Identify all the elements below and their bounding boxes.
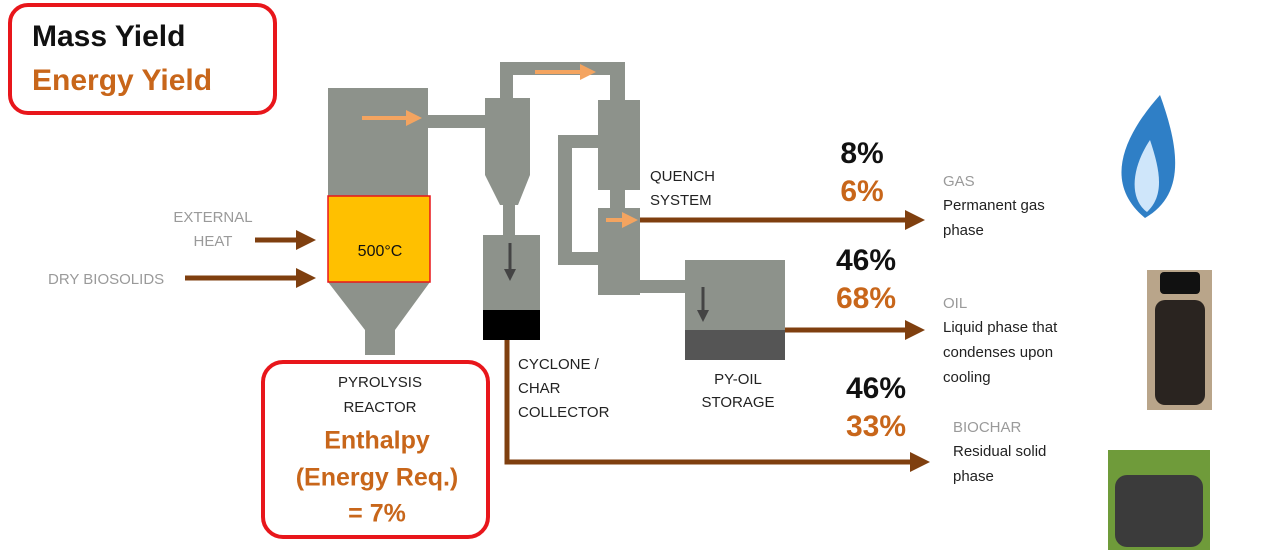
unit-label: PY-OIL bbox=[714, 371, 762, 388]
product-name: GAS bbox=[943, 173, 975, 190]
unit-label: STORAGE bbox=[701, 394, 774, 411]
temperature: 500°C bbox=[358, 243, 403, 260]
reactor-label: PYROLYSIS bbox=[338, 374, 422, 391]
oil-jar-icon bbox=[1147, 270, 1212, 410]
input-label: DRY BIOSOLIDS bbox=[48, 271, 164, 288]
enthalpy: (Energy Req.) bbox=[296, 464, 459, 492]
products: 8% 6% GAS Permanent gas phase 46% 68% OIL Liquid… bbox=[836, 137, 1058, 485]
input-label: EXTERNAL bbox=[173, 209, 252, 226]
legend-energy: Energy Yield bbox=[32, 64, 212, 97]
reactor-label: REACTOR bbox=[343, 399, 416, 416]
product-description: Permanent gas bbox=[943, 197, 1045, 214]
unit-label: COLLECTOR bbox=[518, 404, 610, 421]
reactor-hot-zone bbox=[328, 196, 430, 282]
mass-yield: 46% bbox=[836, 244, 896, 277]
enthalpy: = 7% bbox=[348, 500, 406, 528]
energy-yield: 33% bbox=[846, 410, 906, 443]
energy-yield: 6% bbox=[840, 175, 883, 208]
unit-label: SYSTEM bbox=[650, 192, 712, 209]
enthalpy: Enthalpy bbox=[324, 427, 430, 455]
diagram: Mass Yield Energy Yield 500°C EXTERNAL H… bbox=[0, 0, 1268, 556]
gas-icon bbox=[1121, 95, 1175, 218]
unit-label: CYCLONE / bbox=[518, 356, 600, 373]
product-description: phase bbox=[943, 222, 984, 239]
product-name: OIL bbox=[943, 295, 967, 312]
product-description: condenses upon bbox=[943, 344, 1053, 361]
unit-label: CHAR bbox=[518, 380, 561, 397]
unit-label: QUENCH bbox=[650, 168, 715, 185]
product-name: BIOCHAR bbox=[953, 419, 1022, 436]
product-description: cooling bbox=[943, 369, 991, 386]
char-bin bbox=[483, 310, 540, 340]
product-description: phase bbox=[953, 468, 994, 485]
mass-yield: 8% bbox=[840, 137, 883, 170]
mass-yield: 46% bbox=[846, 372, 906, 405]
legend-mass: Mass Yield bbox=[32, 20, 185, 53]
oil-level bbox=[685, 330, 785, 360]
product-description: Liquid phase that bbox=[943, 319, 1058, 336]
product-description: Residual solid bbox=[953, 443, 1046, 460]
energy-yield: 68% bbox=[836, 282, 896, 315]
biochar-jar-icon bbox=[1108, 450, 1210, 550]
input-label: HEAT bbox=[194, 233, 233, 250]
